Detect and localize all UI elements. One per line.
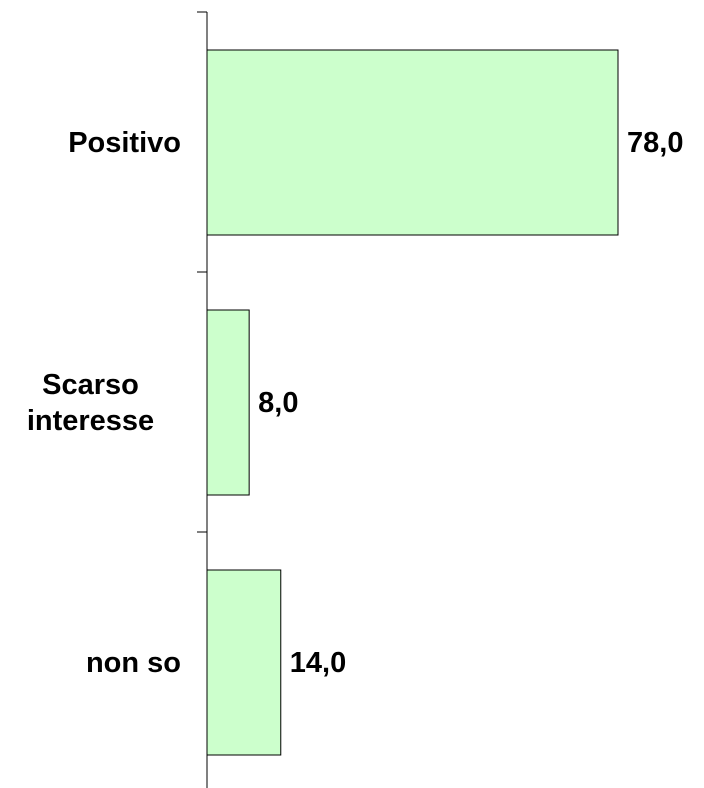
value-label: 78,0 <box>627 126 684 159</box>
value-label: 14,0 <box>289 646 347 679</box>
bar <box>206 49 619 236</box>
category-label: non so <box>0 645 181 681</box>
category-text: non so <box>85 646 181 679</box>
category-label: Positivo <box>0 125 181 161</box>
category-text: Positivo <box>68 126 181 159</box>
bar <box>206 569 282 756</box>
category-label: Scarso interesse <box>0 367 181 439</box>
value-label: 8,0 <box>258 386 299 419</box>
bar <box>206 309 250 496</box>
category-text: Scarso interesse <box>26 368 155 437</box>
